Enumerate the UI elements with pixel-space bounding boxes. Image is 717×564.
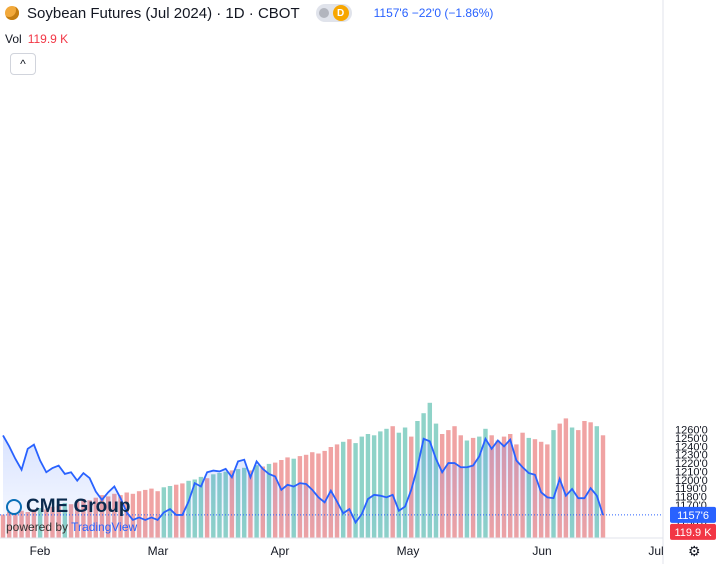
- delayed-badge: D: [332, 5, 349, 21]
- price-tags: 1157'6 119.9 K: [670, 506, 716, 540]
- volume-bar: [582, 421, 587, 538]
- chart-header: Soybean Futures (Jul 2024) · 1D · CBOT D…: [0, 0, 493, 26]
- x-tick-label: Apr: [271, 544, 290, 558]
- volume-bar: [402, 427, 408, 538]
- volume-bar: [384, 428, 389, 538]
- last-price-tag-bg: [670, 506, 716, 523]
- volume-bar: [600, 435, 606, 538]
- market-status-pill[interactable]: D: [315, 4, 352, 22]
- last-price-tag: 1157'6: [677, 510, 709, 522]
- chevron-up-icon: ^: [20, 57, 26, 71]
- volume-bar: [396, 432, 402, 538]
- price-line: [2, 434, 604, 525]
- volume-bar: [347, 439, 352, 538]
- volume-bar: [378, 431, 383, 538]
- volume-bar: [545, 444, 550, 538]
- settings-gear-icon[interactable]: ⚙: [688, 543, 701, 559]
- symbol-icon: [5, 6, 19, 20]
- y-tick-label: 1210'0: [675, 466, 708, 478]
- volume-bar: [136, 491, 142, 538]
- volume-bar: [180, 483, 185, 538]
- volume-value: 119.9 K: [27, 32, 69, 46]
- powered-by-text: powered by TradingView: [6, 520, 137, 534]
- volume-bar: [341, 441, 346, 538]
- volume-bar: [551, 430, 556, 538]
- volume-bar: [353, 443, 358, 538]
- volume-bar: [130, 493, 136, 538]
- last-volume-tag-bg: [670, 523, 716, 540]
- volume-bar: [563, 418, 569, 538]
- y-tick-label: 1200'0: [675, 475, 708, 487]
- volume-bar: [143, 489, 148, 538]
- y-tick-label: 1220'0: [675, 458, 708, 470]
- volume-label: Vol: [5, 32, 22, 46]
- volume-bar: [390, 426, 395, 538]
- last-volume-tag: 119.9 K: [674, 527, 712, 539]
- collapse-legend-button[interactable]: ^: [10, 53, 36, 75]
- x-tick-label: Jul: [648, 544, 663, 558]
- y-tick-label: 1250'0: [675, 433, 708, 445]
- volume-bar: [155, 491, 160, 538]
- symbol-title[interactable]: Soybean Futures (Jul 2024) · 1D · CBOT: [27, 4, 300, 22]
- branding[interactable]: CME Group powered by TradingView: [6, 496, 137, 534]
- y-tick-label: 1180'0: [675, 492, 707, 504]
- y-tick-label: 1230'0: [675, 450, 708, 462]
- price-change-info: 1157'6 −22'0 (−1.86%): [374, 6, 494, 20]
- last-price: 1157'6: [373, 6, 409, 20]
- volume-bar: [365, 434, 371, 538]
- volume-bar: [149, 488, 154, 538]
- price-area-fill: [3, 435, 603, 538]
- price-change: −22'0 (−1.86%): [411, 6, 494, 20]
- volume-bar: [334, 444, 340, 538]
- volume-bar: [569, 427, 575, 538]
- volume-bar: [316, 453, 321, 538]
- tradingview-brand: TradingView: [71, 520, 138, 534]
- y-tick-label: 1190'0: [675, 483, 707, 495]
- volume-bar: [371, 435, 377, 538]
- x-tick-label: Feb: [30, 544, 51, 558]
- volume-bar: [588, 422, 593, 538]
- volume-bar: [173, 484, 179, 538]
- volume-bar: [322, 450, 327, 538]
- volume-bar: [359, 436, 364, 538]
- x-tick-label: Jun: [532, 544, 551, 558]
- y-tick-label: 1240'0: [675, 441, 708, 453]
- volume-bar: [594, 426, 600, 538]
- x-tick-label: Mar: [148, 544, 169, 558]
- cme-globe-icon: [6, 499, 22, 515]
- cme-logo-text: CME Group: [26, 496, 131, 517]
- cme-group-logo: CME Group: [6, 496, 137, 518]
- volume-legend: Vol 119.9 K: [5, 32, 68, 46]
- y-tick-label: 1260'0: [675, 425, 708, 437]
- powered-prefix: powered by: [6, 520, 72, 534]
- status-dot-icon: [318, 8, 329, 18]
- time-axis: Feb Mar Apr May Jun Jul: [30, 544, 664, 558]
- x-tick-label: May: [397, 544, 420, 558]
- volume-bar: [576, 430, 581, 538]
